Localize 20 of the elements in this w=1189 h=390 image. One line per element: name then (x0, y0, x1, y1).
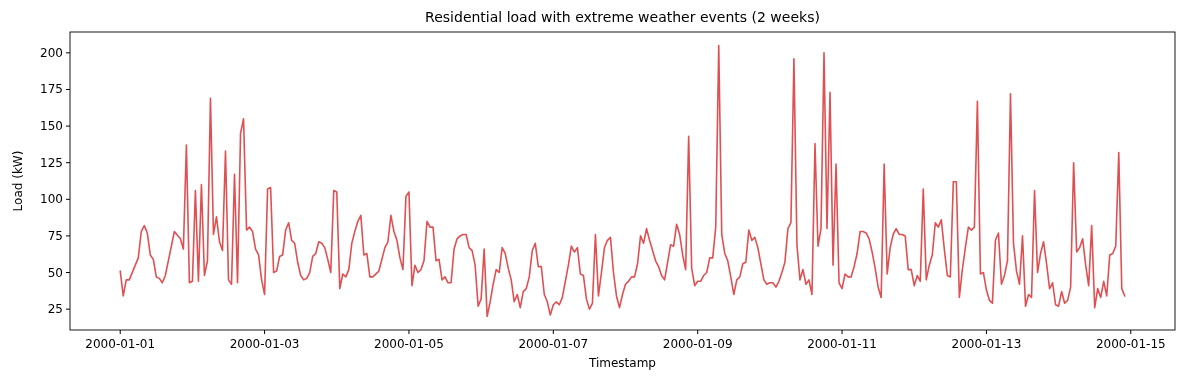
x-tick-label: 2000-01-13 (951, 337, 1022, 351)
y-tick-label: 150 (40, 119, 63, 134)
x-tick-label: 2000-01-03 (229, 337, 300, 351)
y-tick-label: 175 (40, 82, 63, 97)
x-axis-title: Timestamp (588, 356, 656, 370)
x-tick-label: 2000-01-07 (518, 337, 589, 351)
y-tick-label: 200 (40, 45, 63, 60)
y-tick-label: 25 (47, 302, 63, 317)
y-tick-label: 100 (40, 192, 63, 207)
y-tick-label: 125 (40, 155, 63, 170)
y-tick-label: 50 (47, 265, 63, 280)
x-tick-label: 2000-01-09 (662, 337, 733, 351)
x-tick-label: 2000-01-15 (1095, 337, 1166, 351)
x-tick-label: 2000-01-05 (374, 337, 444, 351)
y-axis-title: Load (kW) (11, 150, 25, 212)
x-tick-label: 2000-01-11 (807, 337, 877, 351)
chart-title: Residential load with extreme weather events (2 weeks) (425, 9, 820, 25)
line-series (119, 44, 1126, 318)
y-tick-label: 75 (47, 228, 63, 243)
x-tick-label: 2000-01-01 (85, 337, 156, 351)
